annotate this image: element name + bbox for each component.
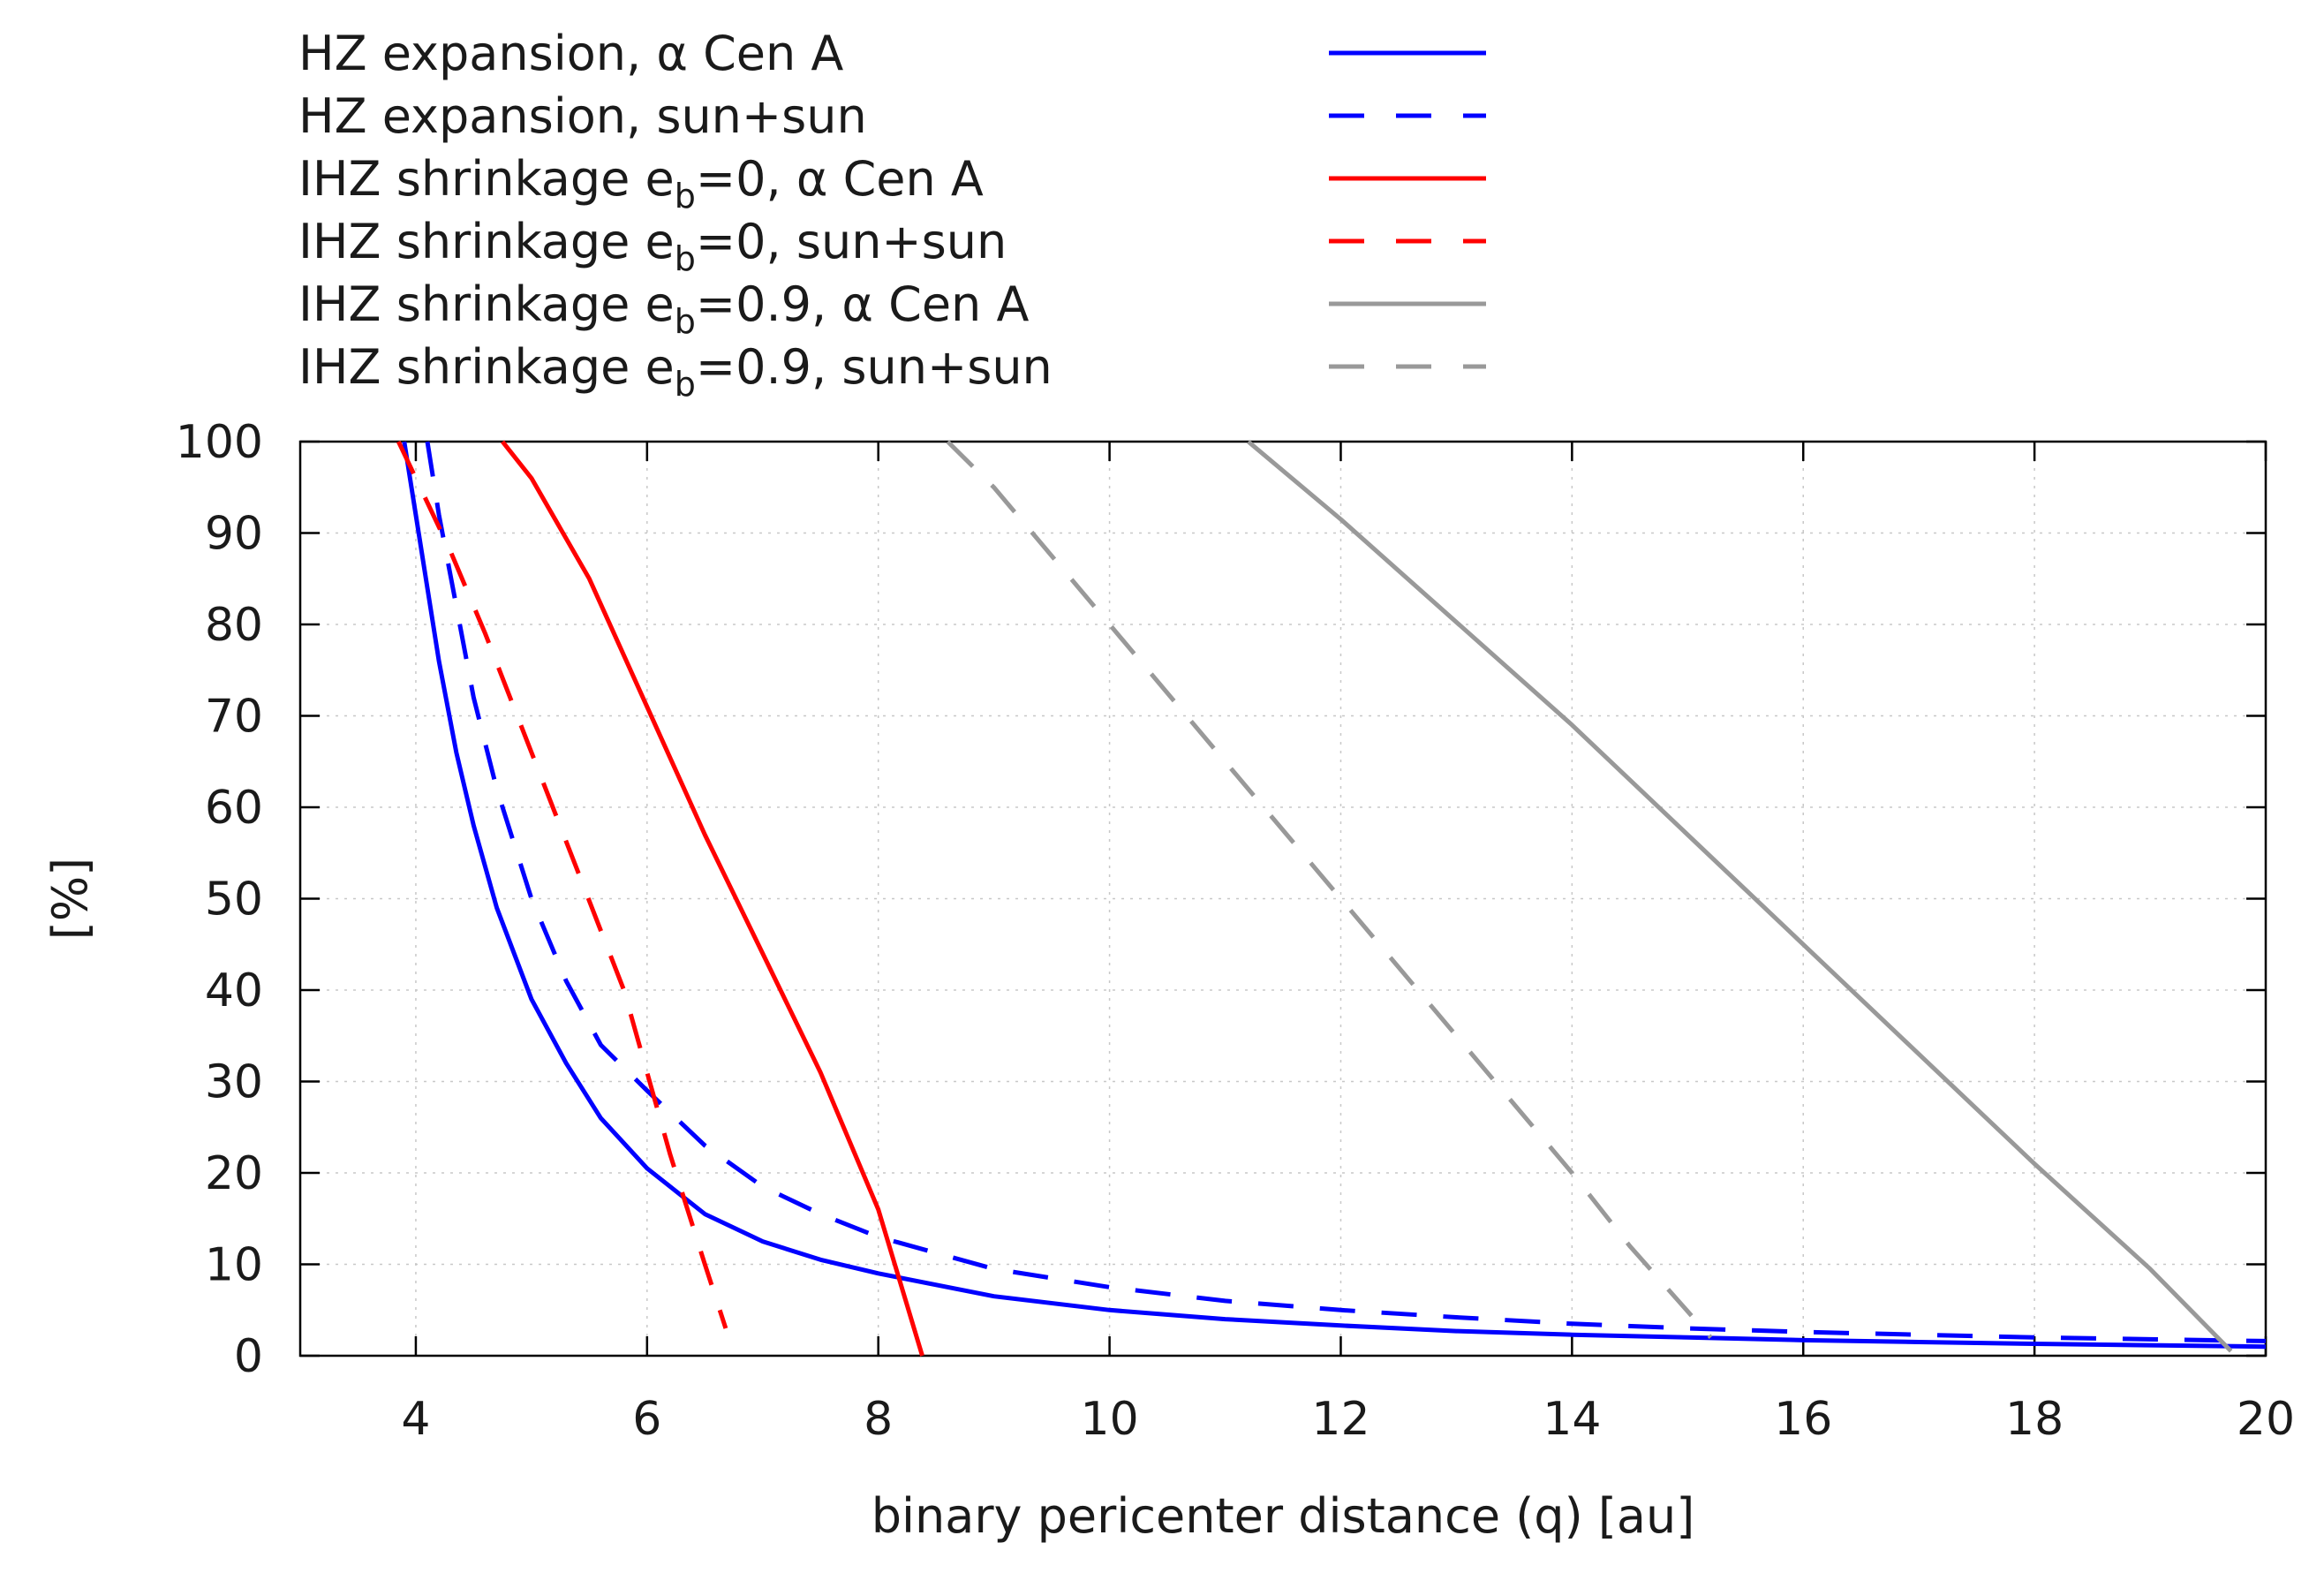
series-line-4-ihz-shrinkage-e-b-0-sun-sun	[396, 440, 728, 1329]
x-tick-label: 4	[401, 1393, 430, 1446]
y-tick-label: 20	[205, 1147, 263, 1200]
series-line-6-ihz-shrinkage-e-b-0-9-sun-sun	[946, 440, 1713, 1339]
series-line-1-hz-expansion-cen-a	[402, 441, 2267, 1350]
x-tick-label: 16	[1774, 1393, 1832, 1446]
legend: HZ expansion, α Cen A HZ expansion, sun+s…	[298, 26, 1486, 404]
y-tick-label: 100	[176, 416, 263, 469]
legend-label-2: HZ expansion, sun+sun	[298, 88, 867, 144]
y-tick-label: 10	[205, 1239, 263, 1292]
y-tick-label: 40	[205, 964, 263, 1017]
x-tick-label: 14	[1543, 1393, 1601, 1446]
series-layer	[396, 440, 2267, 1357]
y-tick-label: 0	[234, 1330, 263, 1383]
legend-label-6: IHZ shrinkage eb=0.9, sun+sun	[298, 339, 1053, 404]
x-tick-label: 18	[2005, 1393, 2064, 1446]
y-tick-label: 80	[205, 599, 263, 652]
legend-label-1: HZ expansion, α Cen A	[298, 26, 843, 81]
y-tick-label: 70	[205, 691, 263, 744]
x-axis-label: binary pericenter distance (q) [au]	[872, 1488, 1695, 1544]
x-tick-label: 8	[864, 1393, 893, 1446]
axis-ticks: 0 10 20 30 40 50 60 70 80 90 100 4 6 8 10 12 14 16 18 20	[176, 416, 2295, 1446]
legend-label-3: IHZ shrinkage eb=0, α Cen A	[298, 151, 984, 216]
series-line-5-ihz-shrinkage-e-b-0-9-cen-a	[1247, 440, 2233, 1353]
y-tick-label: 50	[205, 873, 263, 926]
x-tick-label: 6	[632, 1393, 661, 1446]
grid	[300, 442, 2266, 1356]
y-tick-label: 60	[205, 782, 263, 835]
series-line-3-ihz-shrinkage-e-b-0-cen-a	[501, 440, 924, 1357]
x-tick-label: 12	[1311, 1393, 1370, 1446]
y-axis-label: [%]	[42, 858, 98, 940]
y-tick-label: 30	[205, 1056, 263, 1109]
legend-label-5: IHZ shrinkage eb=0.9, α Cen A	[298, 276, 1029, 341]
x-tick-label: 10	[1081, 1393, 1139, 1446]
x-tick-label: 20	[2237, 1393, 2295, 1446]
legend-label-4: IHZ shrinkage eb=0, sun+sun	[298, 214, 1007, 278]
y-tick-label: 90	[205, 508, 263, 561]
